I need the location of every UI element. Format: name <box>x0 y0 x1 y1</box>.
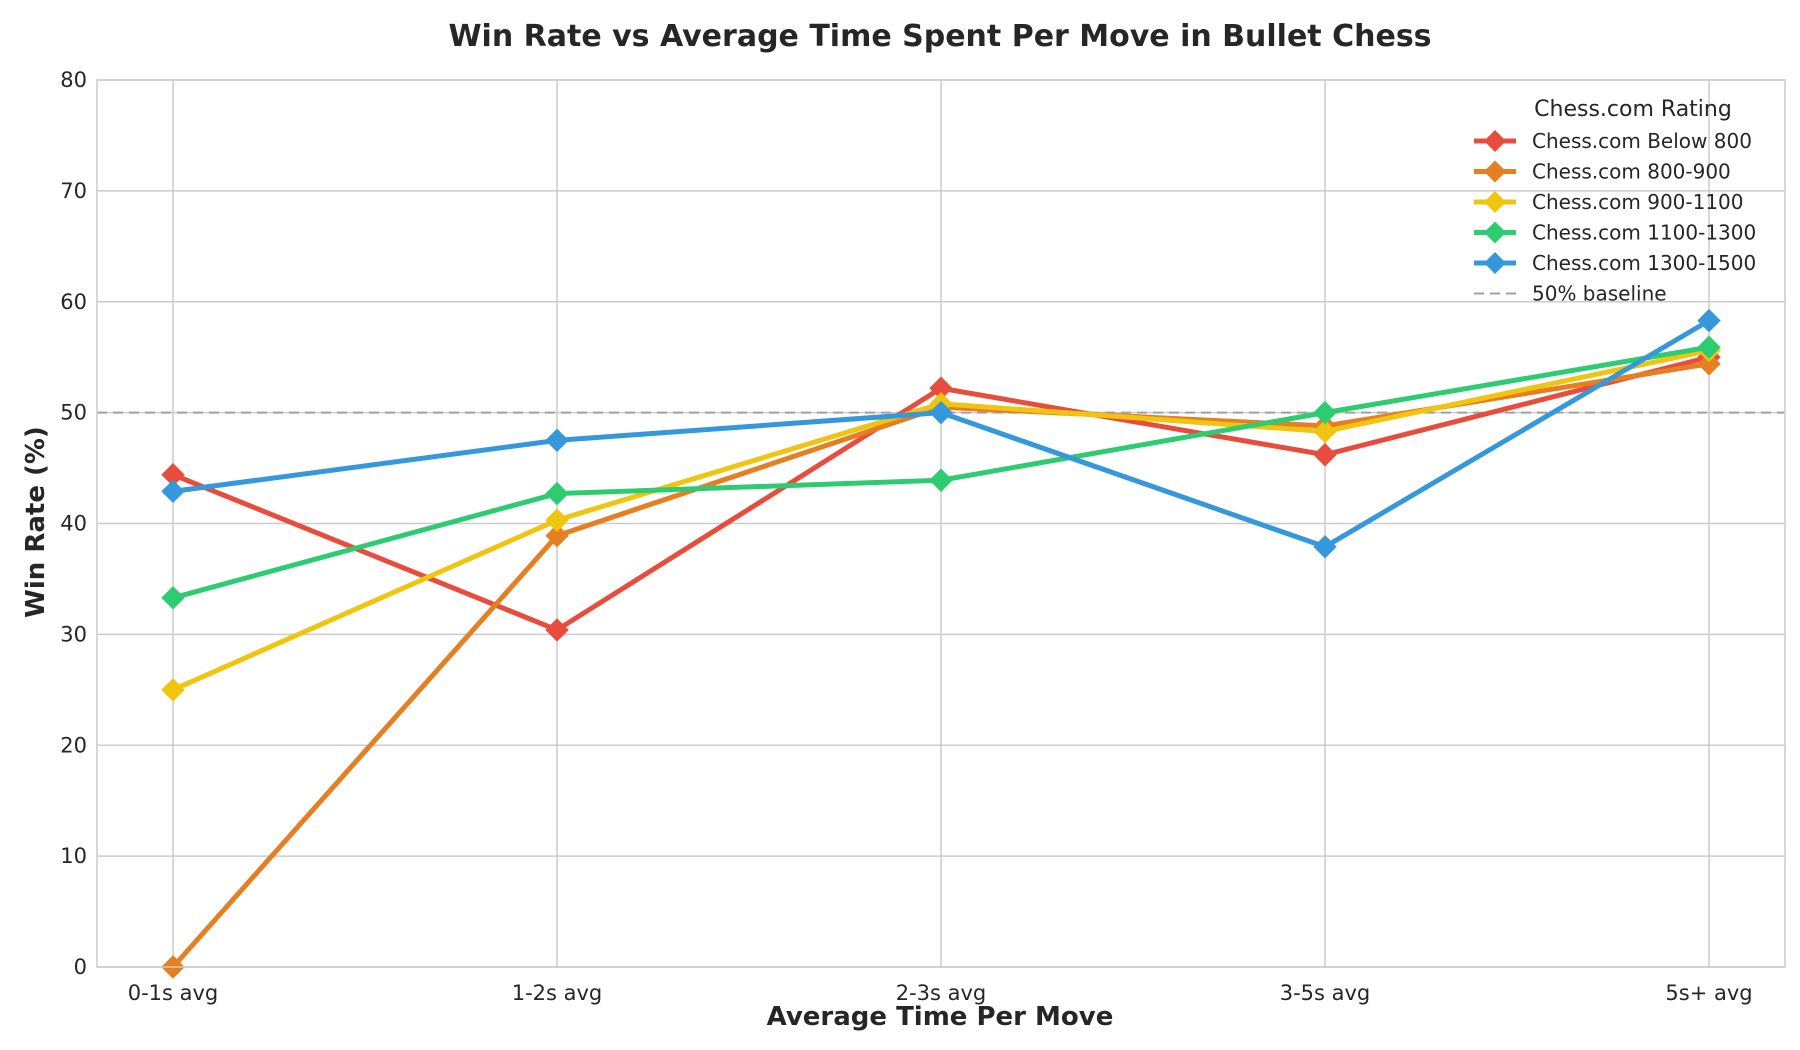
axis-layer: 0 10 20 30 40 50 60 70 80 0-1s avg 1-2s avg 2-3s av… <box>60 68 1786 1005</box>
legend: Chess.com Rating Chess.com Below 800 Ches… <box>1474 97 1756 306</box>
data-point <box>1313 419 1337 444</box>
x-tick-label: 1-2s avg <box>512 981 603 1005</box>
y-tick-label: 10 <box>60 844 87 868</box>
legend-title: Chess.com Rating <box>1534 97 1732 122</box>
data-point <box>1313 400 1337 425</box>
legend-marker <box>1484 221 1506 244</box>
series-layer <box>161 308 1721 979</box>
legend-marker <box>1484 130 1506 152</box>
data-point <box>1697 308 1721 333</box>
legend-marker <box>1484 252 1506 274</box>
legend-label: Chess.com 1100-1300 <box>1532 221 1756 245</box>
legend-baseline-label: 50% baseline <box>1532 282 1667 306</box>
data-point <box>545 481 569 506</box>
y-tick-label: 70 <box>60 179 87 203</box>
data-point <box>161 586 185 610</box>
x-tick-label: 5s+ avg <box>1665 981 1752 1005</box>
y-tick-label: 40 <box>60 512 87 536</box>
legend-marker <box>1484 191 1506 213</box>
data-point <box>929 400 953 425</box>
chart-title: Win Rate vs Average Time Spent Per Move … <box>448 19 1431 54</box>
data-point <box>929 468 953 492</box>
y-tick-label: 20 <box>60 733 87 757</box>
plot-frame <box>96 79 1786 968</box>
data-point <box>545 618 569 642</box>
y-tick-label: 30 <box>60 622 87 646</box>
legend-label: Chess.com 900-1100 <box>1532 190 1744 214</box>
data-point <box>1313 443 1337 467</box>
y-tick-label: 60 <box>60 290 87 314</box>
data-point <box>161 479 185 504</box>
x-tick-label: 0-1s avg <box>128 981 219 1005</box>
y-tick-label: 0 <box>74 955 87 979</box>
x-axis-label: Average Time Per Move <box>767 1002 1114 1032</box>
legend-label: Chess.com 1300-1500 <box>1532 251 1756 275</box>
data-point <box>545 508 569 532</box>
y-tick-label: 50 <box>60 401 87 425</box>
data-point <box>545 523 569 548</box>
legend-marker <box>1484 160 1506 183</box>
x-tick-label: 3-5s avg <box>1280 981 1371 1005</box>
legend-label: Chess.com Below 800 <box>1532 129 1752 153</box>
x-tick-label: 2-3s avg <box>896 981 987 1005</box>
data-point <box>1313 535 1337 559</box>
y-tick-label: 80 <box>60 68 87 92</box>
data-point <box>1697 352 1721 376</box>
legend-label: Chess.com 800-900 <box>1532 160 1731 184</box>
data-point <box>545 428 569 453</box>
data-point <box>161 678 185 702</box>
y-axis-label: Win Rate (%) <box>21 426 51 618</box>
data-point <box>1697 335 1721 359</box>
